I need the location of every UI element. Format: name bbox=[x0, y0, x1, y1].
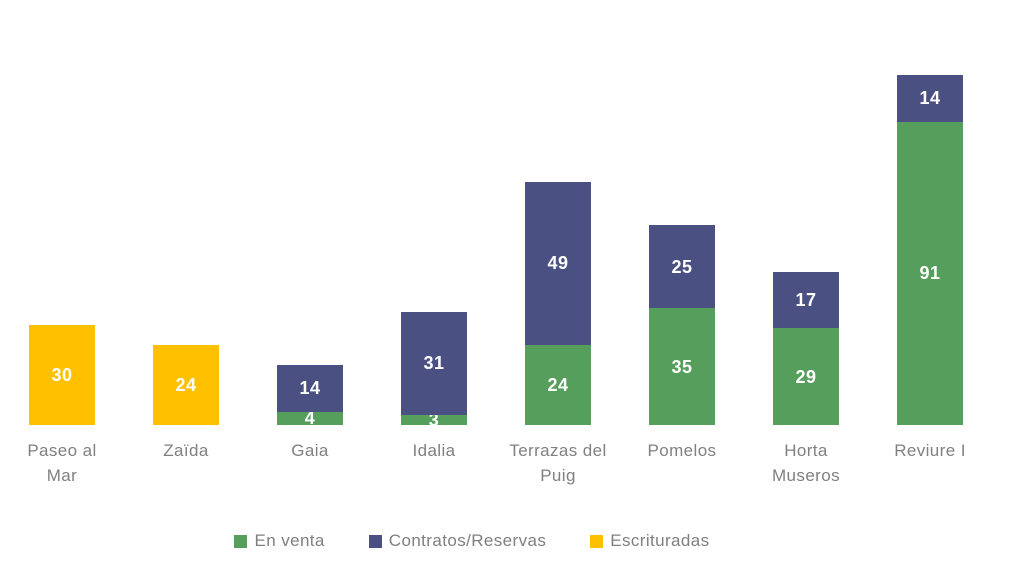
bar-segment: 24 bbox=[525, 345, 591, 425]
value-label: 25 bbox=[671, 256, 693, 277]
value-label: 49 bbox=[547, 253, 569, 274]
value-label: 17 bbox=[795, 289, 817, 310]
category-label: Paseo al Mar bbox=[27, 441, 97, 485]
legend-label: Contratos/Reservas bbox=[388, 531, 547, 550]
value-label: 31 bbox=[423, 353, 445, 374]
value-label: 3 bbox=[428, 410, 440, 430]
value-label: 29 bbox=[795, 366, 817, 387]
bar-segment: 31 bbox=[401, 311, 467, 415]
category-label: Terrazas del Puig bbox=[509, 441, 607, 485]
bar-segment: 35 bbox=[649, 308, 715, 425]
value-label: 14 bbox=[919, 88, 941, 109]
value-label: 24 bbox=[175, 375, 197, 395]
legend-item: Escrituradas bbox=[590, 531, 709, 551]
bar-segment: 91 bbox=[897, 121, 963, 425]
bar-segment: 14 bbox=[277, 365, 343, 412]
bar-segment: 24 bbox=[153, 345, 219, 425]
bar-segment: 3 bbox=[401, 411, 467, 429]
category-label: Reviure I bbox=[894, 441, 966, 460]
bar-segment: 49 bbox=[525, 181, 591, 345]
bar-segment: 14 bbox=[897, 75, 963, 122]
category-label: Idalia bbox=[412, 441, 456, 460]
value-label: 4 bbox=[304, 408, 316, 429]
bar-segment: 30 bbox=[29, 325, 95, 425]
legend-swatch-icon bbox=[234, 534, 248, 548]
legend-item: En venta bbox=[234, 531, 324, 551]
value-label: 30 bbox=[51, 365, 73, 385]
category-label: Pomelos bbox=[647, 441, 717, 460]
legend-label: Escrituradas bbox=[610, 531, 710, 550]
legend-swatch-icon bbox=[590, 534, 604, 548]
bar-segment: 25 bbox=[649, 225, 715, 309]
value-label: 24 bbox=[547, 375, 569, 395]
value-label: 14 bbox=[299, 378, 321, 399]
bar-segment: 4 bbox=[277, 408, 343, 429]
legend-swatch-icon bbox=[368, 534, 382, 548]
value-label: 91 bbox=[919, 263, 941, 284]
legend: En venta Contratos/Reservas Escrituradas bbox=[0, 531, 984, 551]
bar-segment: 29 bbox=[773, 328, 839, 425]
legend-label: En venta bbox=[254, 531, 325, 550]
value-label: 35 bbox=[671, 356, 693, 377]
category-label: Zaïda bbox=[163, 441, 209, 460]
category-label: Gaia bbox=[291, 441, 329, 460]
legend-item: Contratos/Reservas bbox=[368, 531, 547, 551]
bar-segment: 17 bbox=[773, 271, 839, 329]
category-label: Horta Museros bbox=[772, 441, 840, 485]
